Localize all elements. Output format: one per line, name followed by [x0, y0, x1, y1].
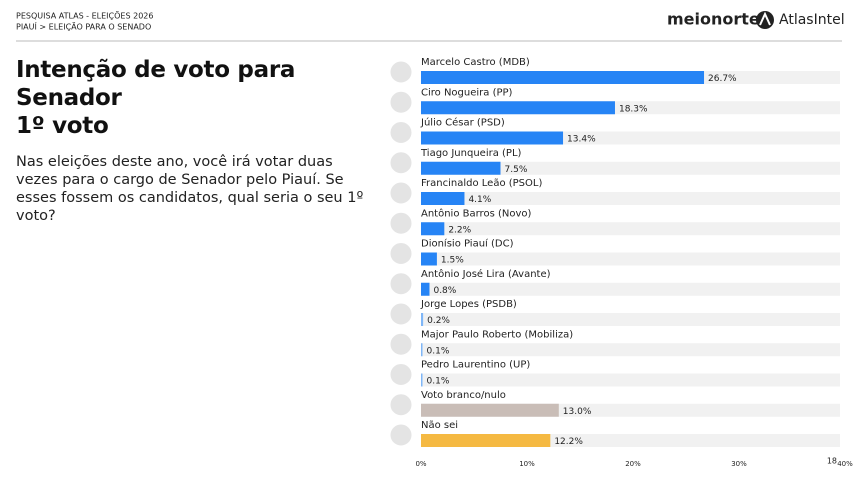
bar — [421, 373, 423, 387]
avatar — [389, 393, 413, 417]
avatar — [389, 60, 413, 84]
bar-track — [421, 282, 840, 296]
bar — [421, 161, 501, 175]
avatar — [389, 211, 413, 235]
avatar — [389, 302, 413, 326]
value-label: 2.2% — [448, 225, 471, 235]
category-label: Major Paulo Roberto (Mobiliza) — [421, 329, 573, 340]
category-label: Antônio José Lira (Avante) — [421, 268, 551, 280]
chart-subtitle: Nas eleições deste ano, você irá votar d… — [16, 154, 364, 224]
x-tick-label: 10% — [519, 460, 535, 468]
value-label: 0.1% — [427, 346, 450, 356]
header-line2: PIAUÍ > ELEIÇÃO PARA O SENADO — [16, 21, 151, 32]
avatar — [389, 121, 413, 144]
bar-track — [421, 252, 840, 266]
bar — [421, 71, 705, 84]
category-label: Antônio Barros (Novo) — [421, 207, 531, 219]
category-label: Júlio César (PSD) — [420, 117, 505, 129]
bar — [421, 222, 445, 236]
bar — [421, 192, 465, 205]
bar — [421, 434, 551, 447]
logo-meionorte: meionorte — [667, 10, 760, 29]
category-label: Não sei — [421, 420, 458, 431]
bar-track — [421, 192, 840, 205]
category-label: Tiago Junqueira (PL) — [420, 148, 522, 159]
value-label: 0.2% — [427, 316, 450, 326]
value-label: 0.1% — [427, 377, 450, 387]
value-label: 1.5% — [441, 256, 464, 266]
header-line1: PESQUISA ATLAS - ELEIÇÕES 2026 — [16, 10, 153, 21]
chart-title: Intenção de voto para Senador 1º voto — [16, 57, 296, 139]
category-label: Dionísio Piauí (DC) — [421, 238, 514, 250]
x-tick-label: 20% — [625, 460, 641, 468]
value-label: 12.2% — [554, 437, 583, 447]
category-label: Marcelo Castro (MDB) — [421, 57, 530, 68]
value-label: 0.8% — [433, 286, 456, 296]
category-label: Ciro Nogueira (PP) — [421, 87, 513, 98]
bar-track — [421, 313, 840, 326]
bar — [421, 282, 430, 296]
category-label: Pedro Laurentino (UP) — [421, 360, 530, 371]
bar — [421, 343, 423, 357]
page-number: 18 — [827, 457, 837, 466]
value-label: 13.0% — [563, 407, 592, 417]
category-label: Francinaldo Leão (PSOL) — [421, 178, 542, 189]
value-label: 7.5% — [505, 165, 528, 175]
logo-icon-mark — [759, 11, 771, 26]
bar — [421, 403, 559, 417]
bar — [421, 131, 564, 145]
x-tick-label: 0% — [415, 460, 426, 468]
avatar — [389, 363, 413, 386]
bar — [421, 252, 437, 266]
value-label: 18.3% — [619, 104, 648, 114]
bar — [421, 313, 424, 326]
bar — [421, 101, 615, 115]
value-label: 13.4% — [567, 135, 596, 145]
avatar — [389, 151, 413, 175]
bar-track — [421, 222, 840, 236]
value-label: 4.1% — [468, 195, 491, 205]
x-tick-label: 30% — [731, 460, 747, 468]
category-label: Voto branco/nulo — [421, 390, 506, 401]
avatar — [389, 242, 413, 265]
logo-atlasintel: AtlasIntel — [779, 12, 845, 28]
value-label: 26.7% — [708, 74, 737, 84]
bar-track — [421, 373, 840, 387]
avatar — [389, 90, 413, 114]
category-label: Jorge Lopes (PSDB) — [420, 299, 517, 310]
bar-track — [421, 343, 840, 357]
avatar — [389, 332, 413, 356]
bar-track — [421, 161, 840, 175]
avatar — [389, 423, 413, 447]
avatar — [389, 181, 413, 205]
avatar — [389, 272, 413, 296]
x-tick-label: 40% — [837, 460, 853, 468]
